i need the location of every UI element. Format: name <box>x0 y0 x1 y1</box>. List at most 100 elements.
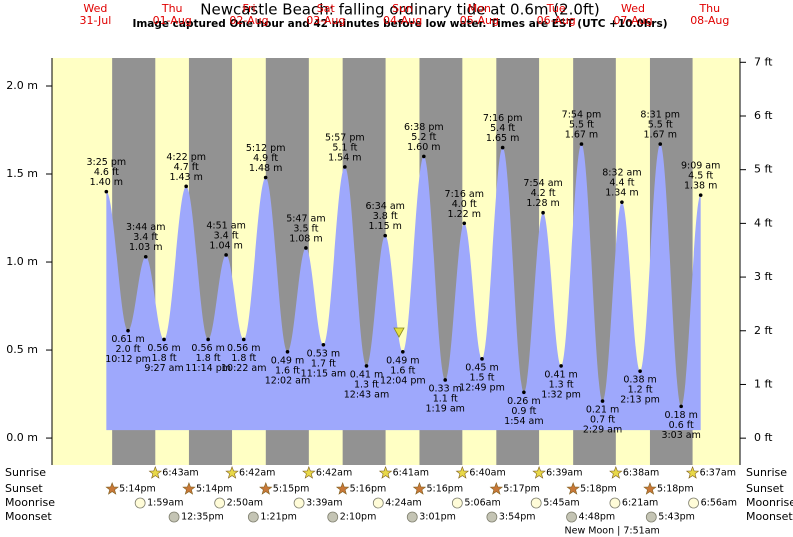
almanac: Sunrise Sunrise 6:43am 6:42am 6:42am 6:41am 6:… <box>5 465 793 537</box>
tide-label: 10:22 am <box>221 363 266 374</box>
moonset-icon <box>406 511 418 523</box>
day-name: Mon <box>468 2 491 15</box>
tide-point <box>679 404 683 409</box>
sunset-time: 5:18pm <box>657 484 694 495</box>
tide-label: 0.41 m <box>350 369 383 380</box>
tide-label: 0.45 m <box>465 362 498 373</box>
y-tick-label: 1.0 m <box>6 255 38 268</box>
sunset-icon <box>335 481 350 495</box>
sunrise-time: 6:42am <box>239 468 275 479</box>
tide-label: 1.1 ft <box>433 393 458 404</box>
moonrise-icon <box>688 497 699 509</box>
tide-label: 4.5 ft <box>688 171 713 182</box>
tide-point <box>104 189 109 194</box>
moonrise-icon <box>293 497 305 509</box>
moonrise-time: 4:24am <box>385 498 421 509</box>
tide-point <box>241 337 246 342</box>
tide-curve <box>106 144 701 431</box>
tide-point <box>500 145 505 150</box>
sunrise-time: 6:37am <box>700 468 736 479</box>
y2-tick-label: 7 ft <box>754 55 773 68</box>
day-name: Sun <box>392 2 413 15</box>
tide-point <box>343 165 347 169</box>
day-date: 06-Aug <box>537 14 576 27</box>
y2-tick-label: 4 ft <box>754 216 773 229</box>
sunset-time: 5:14pm <box>196 484 233 495</box>
sunrise-time: 6:38am <box>623 468 659 479</box>
row-label: Moonrise <box>746 496 793 509</box>
tide-label: 7:16 am <box>445 189 484 200</box>
moonrise-time: 6:56am <box>701 498 737 509</box>
tide-label: 0.26 m <box>507 396 540 407</box>
tide-label: 3.8 ft <box>373 211 398 222</box>
moonrise-icon <box>530 497 542 509</box>
y2-tick-label: 5 ft <box>754 163 773 176</box>
y2-tick-label: 3 ft <box>754 270 773 283</box>
tide-label: 1.43 m <box>169 172 202 183</box>
sunset-time: 5:16pm <box>426 484 463 495</box>
moonset-time: 4:48pm <box>579 512 616 523</box>
tide-label: 4.6 ft <box>94 167 119 178</box>
moonset-time: 1:21pm <box>260 512 297 523</box>
tide-label: 4.0 ft <box>452 199 477 210</box>
sunrise-time: 6:43am <box>162 468 198 479</box>
moonrise-icon <box>451 497 463 509</box>
tide-label: 1.40 m <box>90 177 123 188</box>
day-date: 03-Aug <box>306 14 345 27</box>
day-name: Sat <box>317 2 336 15</box>
axes: 0.0 m 0.5 m 1.0 m 1.5 m 2.0 m 0 ft 1 ft 2 ft 3 f… <box>6 55 773 465</box>
moonset-time: 3:54pm <box>499 512 536 523</box>
day-date: 07-Aug <box>613 14 652 27</box>
sunrise-time: 6:39am <box>546 468 582 479</box>
moonrise-icon <box>609 497 621 509</box>
day-date: 08-Aug <box>690 14 729 27</box>
sunrise-time: 6:40am <box>469 468 505 479</box>
day-date: 04-Aug <box>383 14 422 27</box>
row-label: Moonset <box>746 510 793 523</box>
tide-label: 2.0 ft <box>116 344 141 355</box>
moonset-time: 2:10pm <box>340 512 377 523</box>
tide-label: 4.4 ft <box>609 178 634 189</box>
tide-label: 12:02 am <box>265 375 310 386</box>
tide-label: 3.5 ft <box>293 223 318 234</box>
tide-label: 1.38 m <box>684 181 717 192</box>
row-label: Sunset <box>746 482 784 495</box>
row-label: Sunrise <box>746 466 787 479</box>
tide-label: 1.8 ft <box>231 353 256 364</box>
tide-label: 0.21 m <box>586 405 619 416</box>
tide-label: 1.15 m <box>368 221 401 232</box>
tide-point <box>162 337 166 342</box>
tide-label: 7:54 pm <box>562 110 602 121</box>
sunrise-icon <box>685 465 700 479</box>
tide-point <box>126 328 130 333</box>
sunset-icon <box>259 481 273 495</box>
tide-label: 1:19 am <box>425 403 464 414</box>
tide-label: 6:38 pm <box>404 122 444 133</box>
tide-label: 7:16 pm <box>483 113 523 124</box>
tide-label: 5.5 ft <box>648 120 673 131</box>
current-marker <box>393 327 405 338</box>
tide-point <box>541 210 545 215</box>
tide-point <box>638 369 642 373</box>
row-label: Sunset <box>5 482 43 495</box>
day-name: Fri <box>242 2 255 15</box>
tide-label: 1.03 m <box>129 242 162 253</box>
tide-label: 4.7 ft <box>174 162 199 173</box>
sunrise-icon <box>302 465 316 479</box>
tide-label: 9:09 am <box>681 161 720 172</box>
sunset-time: 5:16pm <box>350 484 387 495</box>
row-label: Moonset <box>5 510 52 523</box>
tide-label: 2:13 pm <box>620 395 660 406</box>
moonrise-time: 5:45am <box>543 498 579 509</box>
tide-label: 0.53 m <box>307 348 340 359</box>
day-date: 01-Aug <box>153 14 192 27</box>
moonrise-time: 2:50am <box>227 498 263 509</box>
tide-label: 3:44 am <box>126 222 165 233</box>
y2-tick-label: 0 ft <box>754 431 773 444</box>
tide-label: 0.41 m <box>544 369 577 380</box>
day-name: Wed <box>83 2 107 15</box>
sunset-icon <box>182 481 196 495</box>
y-tick-label: 0.0 m <box>6 431 38 444</box>
tide-label: 0.38 m <box>623 375 656 386</box>
sunset-time: 5:18pm <box>580 484 617 495</box>
